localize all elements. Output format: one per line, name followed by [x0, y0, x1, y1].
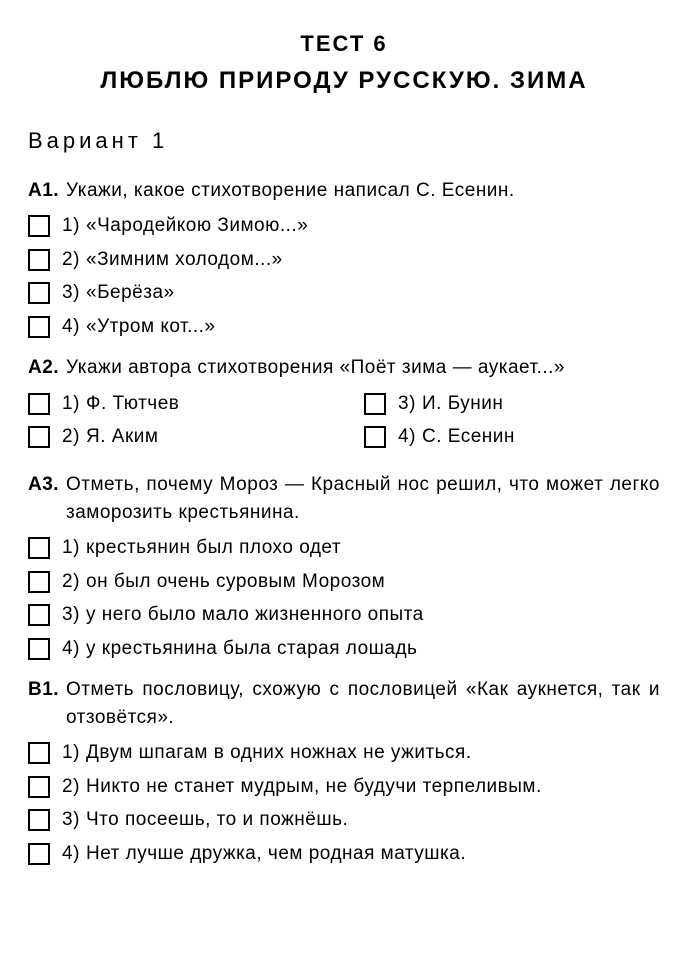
checkbox[interactable]: [28, 571, 50, 593]
question-text: Отметь, почему Мороз — Красный нос решил…: [66, 471, 660, 526]
option-number: 2): [62, 568, 86, 596]
option-text: Что посеешь, то и пожнёшь.: [86, 806, 660, 834]
question-a2: А2. Укажи автора стихотворения «Поёт зим…: [28, 354, 660, 457]
test-subtitle: ЛЮБЛЮ ПРИРОДУ РУССКУЮ. ЗИМА: [28, 64, 660, 99]
option-row: 4) С. Есенин: [364, 423, 660, 451]
option-text: С. Есенин: [422, 423, 660, 451]
option-row: 3) у него было мало жизненного опыта: [28, 601, 660, 629]
checkbox[interactable]: [28, 537, 50, 559]
option-row: 3) И. Бунин: [364, 390, 660, 418]
option-number: 3): [62, 279, 86, 307]
checkbox[interactable]: [28, 215, 50, 237]
option-text: И. Бунин: [422, 390, 660, 418]
variant-label: Вариант 1: [28, 125, 660, 157]
option-row: 3) «Берёза»: [28, 279, 660, 307]
option-text: «Чародейкою Зимою...»: [86, 212, 660, 240]
option-number: 2): [62, 423, 86, 451]
checkbox[interactable]: [28, 776, 50, 798]
option-text: у крестьянина была старая лошадь: [86, 635, 660, 663]
checkbox[interactable]: [364, 426, 386, 448]
option-text: «Утром кот...»: [86, 313, 660, 341]
option-row: 3) Что посеешь, то и пожнёшь.: [28, 806, 660, 834]
question-text: Отметь пословицу, схожую с пословицей «К…: [66, 676, 660, 731]
question-b1: В1. Отметь пословицу, схожую с пословице…: [28, 676, 660, 867]
option-text: Двум шпагам в одних ножнах не ужиться.: [86, 739, 660, 767]
option-row: 1) Ф. Тютчев: [28, 390, 324, 418]
checkbox[interactable]: [28, 742, 50, 764]
checkbox[interactable]: [28, 843, 50, 865]
option-text: он был очень суровым Морозом: [86, 568, 660, 596]
checkbox[interactable]: [28, 282, 50, 304]
question-text: Укажи, какое стихотворение написал С. Ес…: [66, 177, 660, 205]
option-number: 4): [62, 635, 86, 663]
option-row: 2) «Зимним холодом...»: [28, 246, 660, 274]
checkbox[interactable]: [28, 249, 50, 271]
option-text: у него было мало жизненного опыта: [86, 601, 660, 629]
question-id: А3.: [28, 471, 66, 526]
option-row: 2) он был очень суровым Морозом: [28, 568, 660, 596]
option-text: Я. Аким: [86, 423, 324, 451]
option-row: 2) Никто не станет мудрым, не будучи тер…: [28, 773, 660, 801]
option-row: 4) Нет лучше дружка, чем родная матушка.: [28, 840, 660, 868]
option-text: Нет лучше дружка, чем родная матушка.: [86, 840, 660, 868]
option-number: 3): [62, 806, 86, 834]
checkbox[interactable]: [28, 604, 50, 626]
option-number: 1): [62, 739, 86, 767]
option-number: 4): [398, 423, 422, 451]
option-text: крестьянин был плохо одет: [86, 534, 660, 562]
checkbox[interactable]: [28, 316, 50, 338]
question-a3: А3. Отметь, почему Мороз — Красный нос р…: [28, 471, 660, 662]
question-text: Укажи автора стихотворения «Поёт зима — …: [66, 354, 660, 382]
option-row: 4) у крестьянина была старая лошадь: [28, 635, 660, 663]
option-number: 4): [62, 313, 86, 341]
option-text: Ф. Тютчев: [86, 390, 324, 418]
checkbox[interactable]: [28, 393, 50, 415]
option-text: Никто не станет мудрым, не будучи терпел…: [86, 773, 660, 801]
option-text: «Зимним холодом...»: [86, 246, 660, 274]
option-number: 2): [62, 773, 86, 801]
option-number: 3): [62, 601, 86, 629]
option-number: 1): [62, 390, 86, 418]
option-row: 4) «Утром кот...»: [28, 313, 660, 341]
question-id: А2.: [28, 354, 66, 382]
option-number: 1): [62, 212, 86, 240]
option-number: 2): [62, 246, 86, 274]
checkbox[interactable]: [364, 393, 386, 415]
option-row: 2) Я. Аким: [28, 423, 324, 451]
option-row: 1) Двум шпагам в одних ножнах не ужиться…: [28, 739, 660, 767]
option-number: 1): [62, 534, 86, 562]
checkbox[interactable]: [28, 638, 50, 660]
checkbox[interactable]: [28, 809, 50, 831]
option-row: 1) «Чародейкою Зимою...»: [28, 212, 660, 240]
test-title: ТЕСТ 6: [28, 28, 660, 60]
question-id: А1.: [28, 177, 66, 205]
option-text: «Берёза»: [86, 279, 660, 307]
option-number: 4): [62, 840, 86, 868]
checkbox[interactable]: [28, 426, 50, 448]
question-id: В1.: [28, 676, 66, 731]
option-number: 3): [398, 390, 422, 418]
option-row: 1) крестьянин был плохо одет: [28, 534, 660, 562]
question-a1: А1. Укажи, какое стихотворение написал С…: [28, 177, 660, 341]
